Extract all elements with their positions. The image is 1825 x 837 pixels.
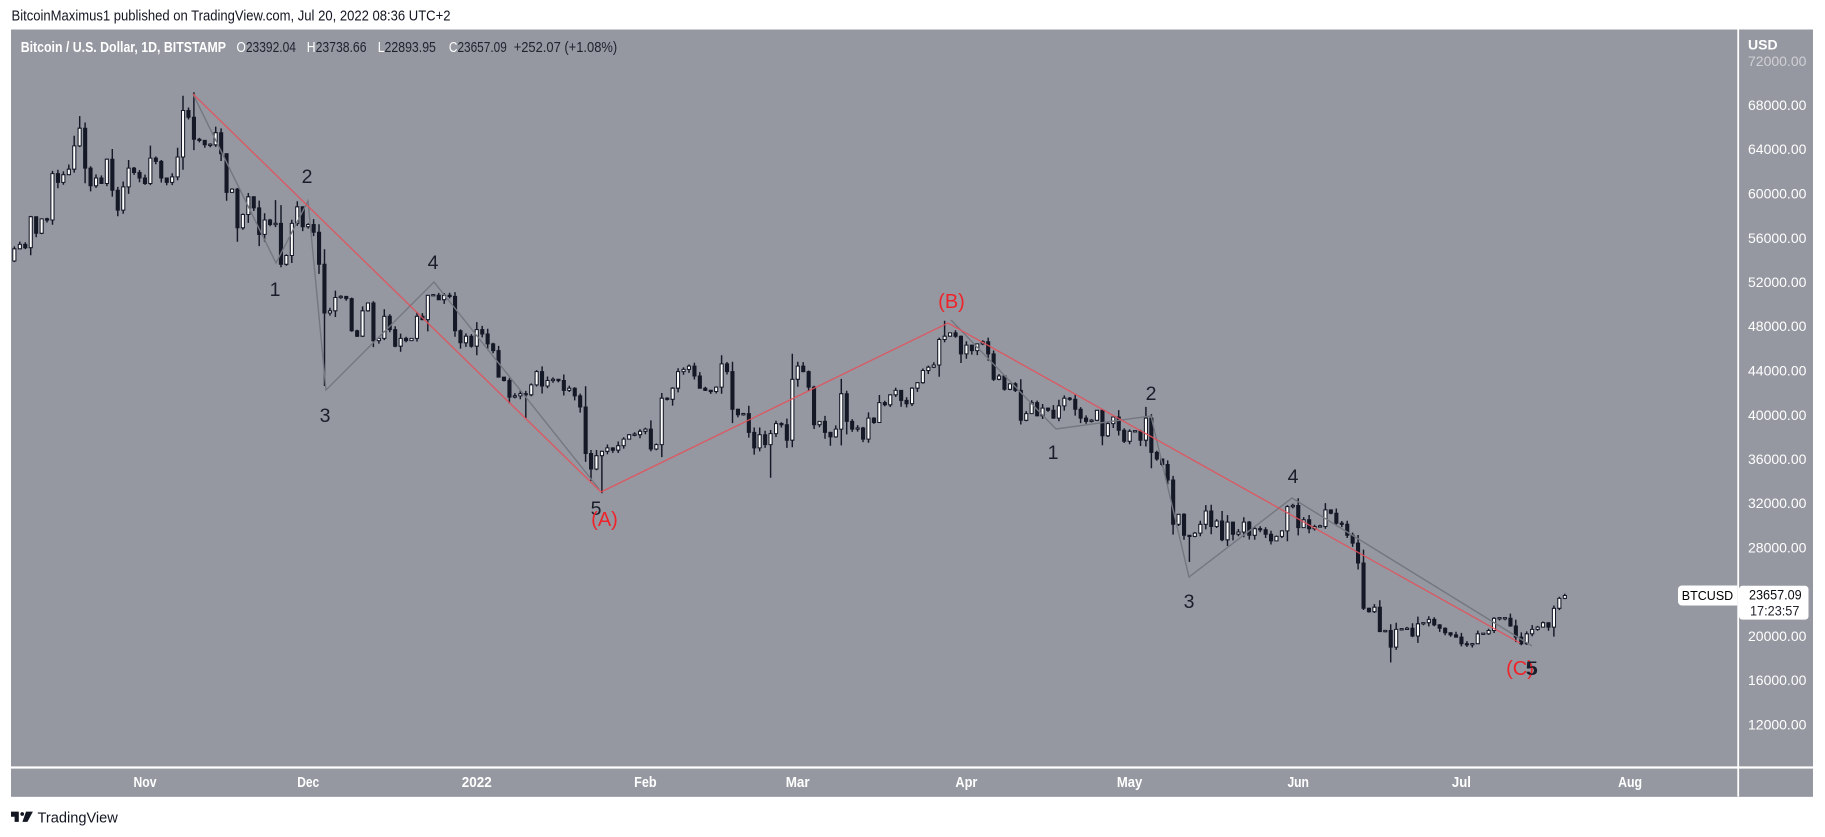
svg-text:Dec: Dec bbox=[297, 775, 319, 791]
svg-text:+252.07 (+1.08%): +252.07 (+1.08%) bbox=[514, 39, 618, 56]
svg-text:3: 3 bbox=[1184, 591, 1195, 613]
svg-text:BTCUSD: BTCUSD bbox=[1682, 589, 1733, 603]
svg-text:BitcoinMaximus1 published on T: BitcoinMaximus1 published on TradingView… bbox=[12, 8, 451, 25]
svg-text:2022: 2022 bbox=[462, 774, 492, 791]
svg-text:TradingView: TradingView bbox=[38, 810, 119, 826]
svg-text:44000.00: 44000.00 bbox=[1748, 363, 1807, 379]
svg-text:68000.00: 68000.00 bbox=[1748, 97, 1807, 113]
svg-text:2: 2 bbox=[302, 166, 313, 188]
svg-text:5: 5 bbox=[1527, 658, 1538, 680]
svg-text:56000.00: 56000.00 bbox=[1748, 230, 1807, 246]
svg-text:Bitcoin / U.S. Dollar, 1D, BIT: Bitcoin / U.S. Dollar, 1D, BITSTAMP bbox=[21, 39, 226, 56]
svg-text:72000.00: 72000.00 bbox=[1748, 53, 1807, 69]
svg-text:Jun: Jun bbox=[1287, 775, 1309, 791]
svg-text:C23657.09: C23657.09 bbox=[449, 39, 507, 56]
svg-text:Nov: Nov bbox=[134, 775, 157, 791]
svg-text:40000.00: 40000.00 bbox=[1748, 407, 1807, 423]
svg-text:(B): (B) bbox=[938, 291, 965, 313]
svg-text:(C): (C) bbox=[1506, 658, 1534, 680]
svg-text:32000.00: 32000.00 bbox=[1748, 495, 1807, 511]
svg-text:Feb: Feb bbox=[634, 775, 657, 791]
svg-text:1: 1 bbox=[1048, 442, 1059, 464]
svg-text:4: 4 bbox=[1288, 466, 1299, 488]
svg-text:48000.00: 48000.00 bbox=[1748, 318, 1807, 334]
svg-text:4: 4 bbox=[428, 252, 439, 274]
svg-text:64000.00: 64000.00 bbox=[1748, 141, 1807, 157]
svg-text:Aug: Aug bbox=[1618, 775, 1642, 791]
svg-text:23657.09: 23657.09 bbox=[1749, 587, 1802, 603]
svg-text:12000.00: 12000.00 bbox=[1748, 717, 1807, 733]
svg-text:52000.00: 52000.00 bbox=[1748, 274, 1807, 290]
svg-text:USD: USD bbox=[1748, 36, 1778, 52]
svg-text:1: 1 bbox=[270, 279, 281, 301]
svg-text:Apr: Apr bbox=[955, 775, 977, 791]
svg-text:(A): (A) bbox=[591, 509, 618, 531]
svg-text:17:23:57: 17:23:57 bbox=[1750, 603, 1800, 619]
svg-text:H23738.66: H23738.66 bbox=[307, 39, 367, 56]
svg-text:60000.00: 60000.00 bbox=[1748, 186, 1807, 202]
svg-text:2: 2 bbox=[1146, 383, 1157, 405]
svg-text:L22893.95: L22893.95 bbox=[378, 39, 436, 56]
svg-text:20000.00: 20000.00 bbox=[1748, 628, 1807, 644]
svg-text:May: May bbox=[1117, 775, 1143, 791]
svg-text:28000.00: 28000.00 bbox=[1748, 540, 1807, 556]
svg-text:5: 5 bbox=[591, 498, 602, 520]
svg-text:16000.00: 16000.00 bbox=[1748, 672, 1807, 688]
svg-text:O23392.04: O23392.04 bbox=[237, 39, 297, 56]
svg-text:Jul: Jul bbox=[1452, 775, 1471, 791]
svg-text:Mar: Mar bbox=[786, 775, 810, 791]
svg-text:36000.00: 36000.00 bbox=[1748, 451, 1807, 467]
svg-text:3: 3 bbox=[320, 405, 331, 427]
svg-text:5: 5 bbox=[1526, 658, 1537, 680]
